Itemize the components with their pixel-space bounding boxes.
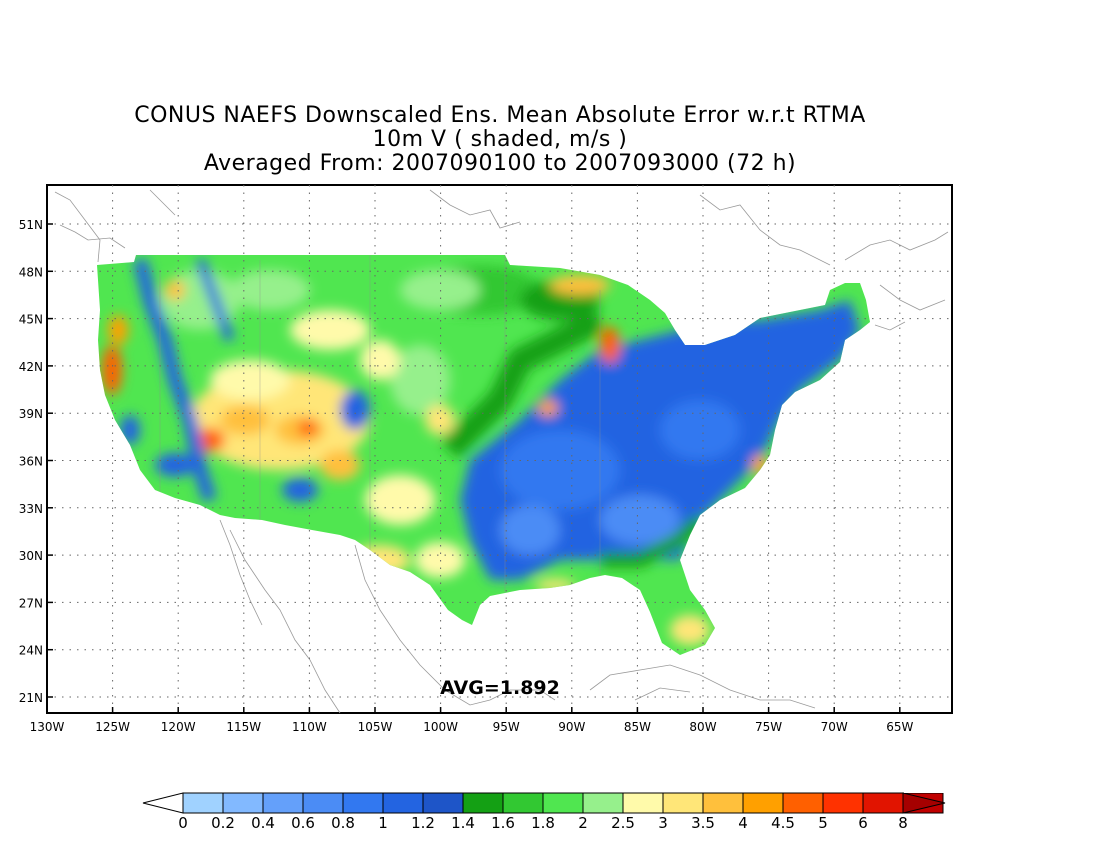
colorbar-label: 0.6	[291, 814, 315, 832]
colorbar-swatch	[182, 792, 224, 814]
colorbar-label: 0.2	[211, 814, 235, 832]
lat-tick-label: 33N	[19, 502, 43, 516]
colorbar-label: 2.5	[611, 814, 635, 832]
lat-tick-label: 21N	[19, 691, 43, 705]
lon-tick-label: 110W	[292, 720, 327, 734]
lat-tick-label: 30N	[19, 549, 43, 563]
colorbar-under-arrow	[142, 792, 184, 814]
background-coastlines	[54, 189, 949, 714]
lon-tick-label: 95W	[493, 720, 520, 734]
colorbar-label: 0.4	[251, 814, 275, 832]
lon-tick-label: 120W	[161, 720, 196, 734]
colorbar-swatch	[262, 792, 304, 814]
colorbar-swatch	[302, 792, 344, 814]
colorbar-label: 3.5	[691, 814, 715, 832]
lat-tick-label: 42N	[19, 360, 43, 374]
colorbar-swatch	[662, 792, 704, 814]
colorbar-over-arrow	[902, 792, 946, 814]
lon-tick-label: 105W	[358, 720, 393, 734]
lon-tick-label: 85W	[624, 720, 651, 734]
colorbar-label: 1	[378, 814, 388, 832]
colorbar-swatch	[382, 792, 424, 814]
chart-subtitle: 10m V ( shaded, m/s )	[372, 127, 628, 152]
colorbar-swatch	[702, 792, 744, 814]
colorbar-label: 6	[858, 814, 868, 832]
lat-tick-label: 51N	[19, 218, 43, 232]
colorbar-swatch	[622, 792, 664, 814]
colorbar-swatch	[822, 792, 864, 814]
lon-tick-label: 100W	[423, 720, 458, 734]
colorbar-label: 4	[738, 814, 748, 832]
colorbar-swatch	[862, 792, 904, 814]
lat-tick-label: 36N	[19, 455, 43, 469]
shaded-field	[97, 255, 870, 655]
lat-tick-label: 24N	[19, 644, 43, 658]
colorbar-label: 8	[898, 814, 908, 832]
lon-tick-label: 115W	[226, 720, 261, 734]
colorbar-label: 1.4	[451, 814, 475, 832]
colorbar-label: 3	[658, 814, 668, 832]
colorbar-label: 1.2	[411, 814, 435, 832]
latitude-axis: 51N 48N 45N 42N 39N 36N 33N 30N 27N 24N 21N	[19, 218, 53, 705]
lat-tick-label: 39N	[19, 407, 43, 421]
colorbar-swatch	[742, 792, 784, 814]
colorbar-swatch	[462, 792, 504, 814]
colorbar: 0 0.2 0.4 0.6 0.8 1 1.2 1.4 1.6 1.8 2 2.5 3 3.5 4 4.5 5 6…	[142, 792, 946, 832]
colorbar-swatch	[222, 792, 264, 814]
chart-title: CONUS NAEFS Downscaled Ens. Mean Absolut…	[134, 103, 866, 128]
colorbar-label: 5	[818, 814, 828, 832]
colorbar-swatch	[782, 792, 824, 814]
lon-tick-label: 90W	[558, 720, 585, 734]
lon-tick-label: 130W	[30, 720, 65, 734]
lon-tick-label: 80W	[689, 720, 716, 734]
colorbar-label: 2	[578, 814, 588, 832]
colorbar-swatch	[582, 792, 624, 814]
colorbar-label: 0.8	[331, 814, 355, 832]
lat-tick-label: 27N	[19, 596, 43, 610]
colorbar-label: 4.5	[771, 814, 795, 832]
map-frame	[46, 184, 953, 714]
colorbar-swatch	[502, 792, 544, 814]
lon-tick-label: 75W	[755, 720, 782, 734]
lon-tick-label: 70W	[821, 720, 848, 734]
state-borders	[159, 255, 601, 600]
colorbar-label: 1.6	[491, 814, 515, 832]
colorbar-label: 1.8	[531, 814, 555, 832]
colorbar-swatch	[422, 792, 464, 814]
colorbar-label: 0	[178, 814, 188, 832]
colorbar-swatch	[342, 792, 384, 814]
lat-tick-label: 45N	[19, 313, 43, 327]
average-label: AVG=1.892	[440, 677, 560, 699]
lat-tick-label: 48N	[19, 265, 43, 279]
lon-tick-label: 125W	[95, 720, 130, 734]
grid-lines	[47, 185, 952, 713]
colorbar-swatch	[542, 792, 584, 814]
chart-period: Averaged From: 2007090100 to 2007093000 …	[203, 151, 797, 176]
lon-tick-label: 65W	[886, 720, 913, 734]
longitude-axis: 130W 125W 120W 115W 110W 105W 100W 95W 90W 85W 80W…	[30, 707, 913, 734]
